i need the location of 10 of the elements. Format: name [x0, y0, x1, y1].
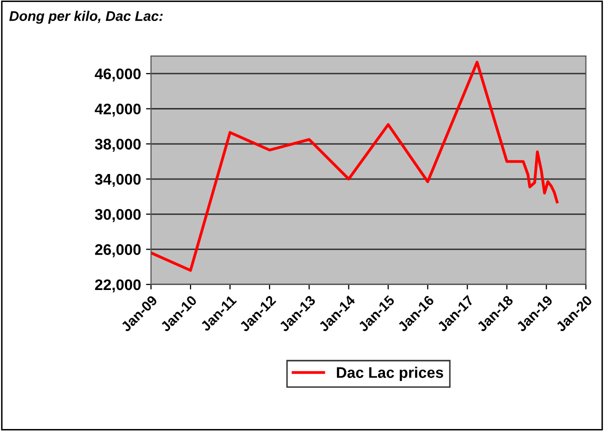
y-tick-label: 46,000	[94, 68, 141, 82]
y-tick-label: 22,000	[95, 279, 141, 292]
y-tick-label: 26,000	[95, 244, 141, 258]
line-series	[151, 60, 558, 272]
y-tick-label: 34,000	[94, 174, 141, 187]
legend-label: Dac Lac prices	[336, 366, 444, 381]
y-tick-label: 42,000	[94, 104, 141, 117]
chart-title: Dong per kilo, Dac Lac:	[9, 10, 163, 24]
y-tick-label: 38,000	[94, 138, 141, 152]
y-tick-label: 30,000	[94, 209, 141, 222]
